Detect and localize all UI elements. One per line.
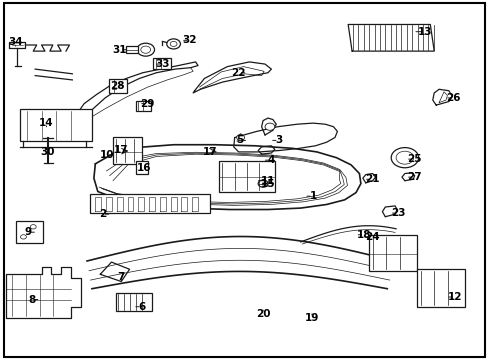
Text: 8: 8 (28, 294, 35, 305)
Text: 17: 17 (203, 147, 217, 157)
Text: 21: 21 (365, 174, 379, 184)
Text: 33: 33 (155, 59, 169, 69)
Text: 17: 17 (114, 145, 128, 156)
Text: 3: 3 (275, 135, 282, 145)
Text: 10: 10 (99, 150, 114, 160)
Circle shape (395, 151, 413, 164)
Text: 11: 11 (260, 176, 275, 186)
Bar (219, 161, 275, 192)
Circle shape (20, 235, 26, 239)
Bar (113, 137, 142, 164)
Bar (126, 46, 138, 53)
Bar (368, 235, 416, 271)
Bar (116, 293, 151, 311)
Text: 4: 4 (267, 155, 275, 165)
Text: 12: 12 (447, 292, 461, 302)
Text: 16: 16 (137, 163, 151, 174)
Bar (20, 109, 92, 141)
Circle shape (258, 180, 267, 187)
Text: 23: 23 (390, 208, 405, 218)
Text: 14: 14 (39, 118, 54, 128)
Text: 20: 20 (255, 309, 270, 319)
Text: 28: 28 (110, 81, 124, 91)
Text: 7: 7 (117, 272, 125, 282)
Text: 2: 2 (99, 209, 106, 219)
Text: 15: 15 (260, 179, 275, 189)
Text: 24: 24 (365, 232, 379, 242)
Text: 32: 32 (182, 35, 197, 45)
Text: 25: 25 (407, 154, 421, 164)
Bar (136, 161, 148, 174)
Circle shape (390, 148, 418, 168)
Text: 9: 9 (25, 227, 32, 237)
Text: 18: 18 (356, 230, 371, 240)
Circle shape (236, 135, 244, 140)
Bar (90, 194, 210, 213)
Text: 13: 13 (417, 27, 432, 37)
Circle shape (264, 123, 274, 130)
Text: 1: 1 (309, 191, 316, 201)
Text: 19: 19 (304, 312, 319, 323)
Circle shape (166, 39, 180, 49)
Text: 29: 29 (140, 99, 155, 109)
Text: 30: 30 (41, 147, 55, 157)
Bar (136, 101, 150, 111)
Bar (16, 221, 42, 243)
Text: 26: 26 (446, 93, 460, 103)
Text: 5: 5 (236, 135, 243, 145)
Circle shape (137, 43, 154, 56)
Circle shape (170, 41, 177, 46)
Bar (416, 269, 464, 307)
Text: 27: 27 (407, 172, 421, 182)
Text: 22: 22 (231, 68, 245, 78)
Text: 31: 31 (112, 45, 127, 55)
Bar (108, 79, 127, 93)
Text: 34: 34 (8, 37, 23, 48)
Circle shape (141, 46, 150, 53)
Circle shape (30, 225, 36, 229)
Bar (152, 58, 171, 69)
Text: 6: 6 (138, 302, 145, 312)
